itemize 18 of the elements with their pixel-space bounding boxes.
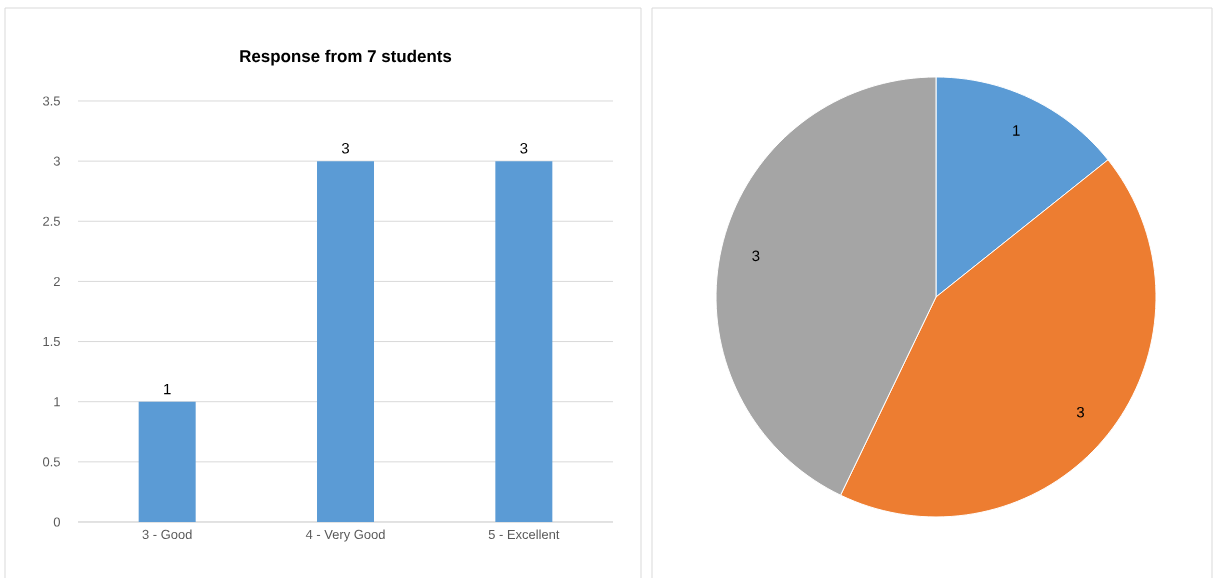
y-tick-label: 1.5 xyxy=(43,337,60,347)
x-tick-label: 5 - Excellent xyxy=(488,529,560,540)
data-label: 1 xyxy=(164,383,171,395)
y-tick-label: 2.5 xyxy=(43,216,60,226)
data-label: 3 xyxy=(752,250,760,262)
x-tick-label: 3 - Good xyxy=(142,529,192,540)
data-label: 3 xyxy=(341,143,350,154)
y-tick-label: 2 xyxy=(53,276,60,286)
y-tick-label: 3 xyxy=(53,156,60,166)
data-label: 3 xyxy=(520,143,528,154)
x-tick-label: 4 - Very Good xyxy=(305,529,385,542)
data-label: 3 xyxy=(1076,406,1084,418)
y-tick-label: 0 xyxy=(53,517,60,527)
data-label: 1 xyxy=(1013,125,1020,136)
y-tick-label: 0.5 xyxy=(42,457,60,467)
y-tick-label: 3.5 xyxy=(42,96,60,106)
y-tick-label: 1 xyxy=(54,397,60,407)
chart-title: Response from 7 students xyxy=(240,49,452,66)
